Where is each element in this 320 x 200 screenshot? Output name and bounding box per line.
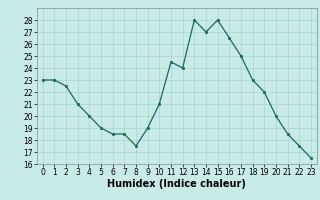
X-axis label: Humidex (Indice chaleur): Humidex (Indice chaleur) xyxy=(108,179,246,189)
